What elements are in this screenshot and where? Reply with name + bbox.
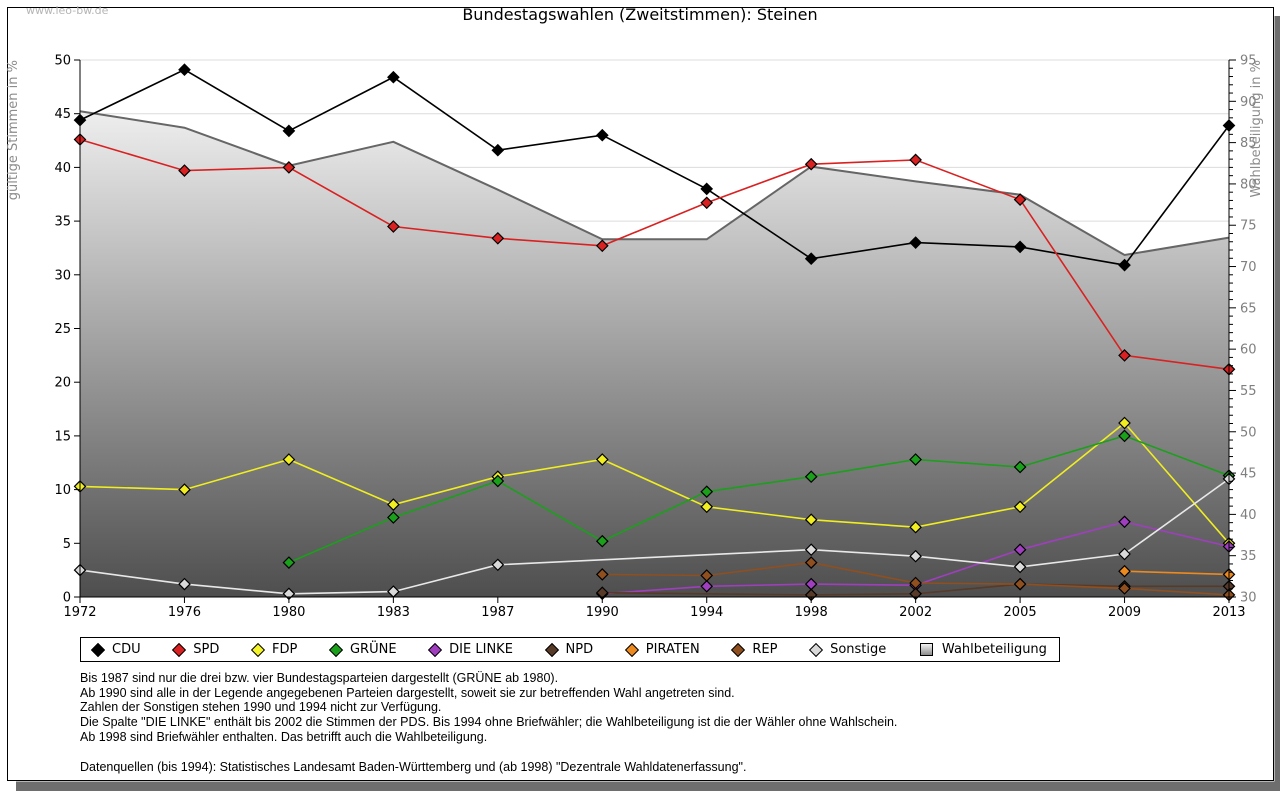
legend-label: SPD xyxy=(193,642,220,657)
series-fdp xyxy=(73,416,1236,550)
legend-item-cdu: CDU xyxy=(90,642,141,657)
legend-marker-icon xyxy=(328,642,344,657)
legend-label: NPD xyxy=(565,642,594,657)
svg-text:45: 45 xyxy=(1240,467,1257,482)
svg-text:65: 65 xyxy=(1240,301,1257,316)
svg-text:1983: 1983 xyxy=(377,605,410,620)
footnotes: Bis 1987 sind nur die drei bzw. vier Bun… xyxy=(80,671,1080,774)
watermark: www.leo-bw.de xyxy=(26,4,109,17)
svg-text:50: 50 xyxy=(1240,425,1257,440)
svg-text:15: 15 xyxy=(54,429,71,444)
legend-marker-icon xyxy=(544,642,559,657)
svg-text:30: 30 xyxy=(1240,591,1257,606)
svg-text:75: 75 xyxy=(1240,219,1257,234)
footnote-line: Bis 1987 sind nur die drei bzw. vier Bun… xyxy=(80,671,559,685)
svg-text:35: 35 xyxy=(54,215,71,230)
series-wahlbeteiligung xyxy=(79,110,1230,597)
svg-text:1994: 1994 xyxy=(690,605,723,620)
legend-marker-icon xyxy=(250,642,266,657)
legend-item-fdp: FDP xyxy=(250,642,298,657)
svg-text:2009: 2009 xyxy=(1108,605,1141,620)
svg-text:90: 90 xyxy=(1240,95,1257,110)
svg-text:0: 0 xyxy=(63,591,71,606)
svg-text:5: 5 xyxy=(63,537,71,552)
svg-text:1980: 1980 xyxy=(272,605,305,620)
svg-text:2013: 2013 xyxy=(1212,605,1245,620)
legend-label: Sonstige xyxy=(830,642,887,657)
legend-marker-icon xyxy=(90,642,106,657)
svg-text:2005: 2005 xyxy=(1004,605,1037,620)
svg-text:40: 40 xyxy=(1240,508,1257,523)
series-cdu xyxy=(73,63,1236,272)
legend-label: FDP xyxy=(272,642,298,657)
legend-label: PIRATEN xyxy=(645,642,700,657)
legend-marker-icon xyxy=(172,642,187,657)
legend-item-wahlbeteiligung: Wahlbeteiligung xyxy=(919,642,1047,657)
legend-label: DIE LINKE xyxy=(449,642,513,657)
svg-text:1990: 1990 xyxy=(586,605,619,620)
page-title: Bundestagswahlen (Zweitstimmen): Steinen xyxy=(462,5,818,24)
page-frame xyxy=(7,7,1280,791)
footnote-line: Ab 1998 sind Briefwähler enthalten. Das … xyxy=(80,729,488,744)
footnote-line: Ab 1990 sind alle in der Legende angegeb… xyxy=(80,685,735,700)
series-spd xyxy=(73,133,1236,376)
legend-item-rep: REP xyxy=(731,642,778,657)
svg-text:20: 20 xyxy=(54,376,71,391)
series-rep xyxy=(595,556,1236,602)
legend-marker-icon xyxy=(624,642,639,657)
legend-marker-icon xyxy=(809,642,824,657)
svg-text:25: 25 xyxy=(54,322,71,337)
legend-item-die-linke: DIE LINKE xyxy=(428,642,513,657)
legend-item-spd: SPD xyxy=(172,642,220,657)
legend-marker-icon xyxy=(919,643,933,656)
svg-text:60: 60 xyxy=(1240,343,1257,358)
legend-label: REP xyxy=(752,642,778,657)
series-gr-ne xyxy=(282,429,1236,569)
svg-text:95: 95 xyxy=(1240,54,1257,69)
chart-legend: CDU SPD FDP GRÜNE DIE LINKE NPD PIRATEN REP Sons… xyxy=(80,637,1060,662)
svg-text:40: 40 xyxy=(54,161,71,176)
svg-text:45: 45 xyxy=(54,107,71,122)
legend-item-gr-ne: GRÜNE xyxy=(328,642,397,657)
svg-text:1972: 1972 xyxy=(63,605,96,620)
svg-text:10: 10 xyxy=(54,483,71,498)
legend-item-npd: NPD xyxy=(544,642,594,657)
footnote-line: Zahlen der Sonstigen stehen 1990 und 199… xyxy=(80,700,442,715)
legend-marker-icon xyxy=(731,642,746,657)
legend-item-piraten: PIRATEN xyxy=(624,642,700,657)
legend-item-sonstige: Sonstige xyxy=(809,642,887,657)
svg-text:55: 55 xyxy=(1240,384,1257,399)
data-source-line: Datenquellen (bis 1994): Statistisches L… xyxy=(80,759,747,774)
svg-text:1987: 1987 xyxy=(481,605,514,620)
svg-text:1976: 1976 xyxy=(168,605,201,620)
series-sonstige xyxy=(73,472,1236,601)
legend-label: GRÜNE xyxy=(349,642,397,657)
svg-text:85: 85 xyxy=(1240,136,1257,151)
svg-text:50: 50 xyxy=(54,54,71,69)
svg-text:1998: 1998 xyxy=(795,605,828,620)
legend-marker-icon xyxy=(428,642,443,657)
footnote-line: Die Spalte "DIE LINKE" enthält bis 2002 … xyxy=(80,715,898,730)
svg-text:35: 35 xyxy=(1240,549,1257,564)
legend-label: CDU xyxy=(112,642,141,657)
svg-text:30: 30 xyxy=(54,268,71,283)
svg-text:2002: 2002 xyxy=(899,605,932,620)
left-axis-title: gültige Stimmen in % xyxy=(6,60,21,200)
axes: 0 5 10 15 20 25 30 35 40 45 50 30 35 40 45 50 55 60 65 70 75… xyxy=(6,54,1264,621)
svg-text:80: 80 xyxy=(1240,177,1257,192)
legend-label: Wahlbeteiligung xyxy=(941,642,1047,657)
svg-text:70: 70 xyxy=(1240,260,1257,275)
right-axis-title: Wahlbeteiligung in % xyxy=(1249,60,1264,197)
